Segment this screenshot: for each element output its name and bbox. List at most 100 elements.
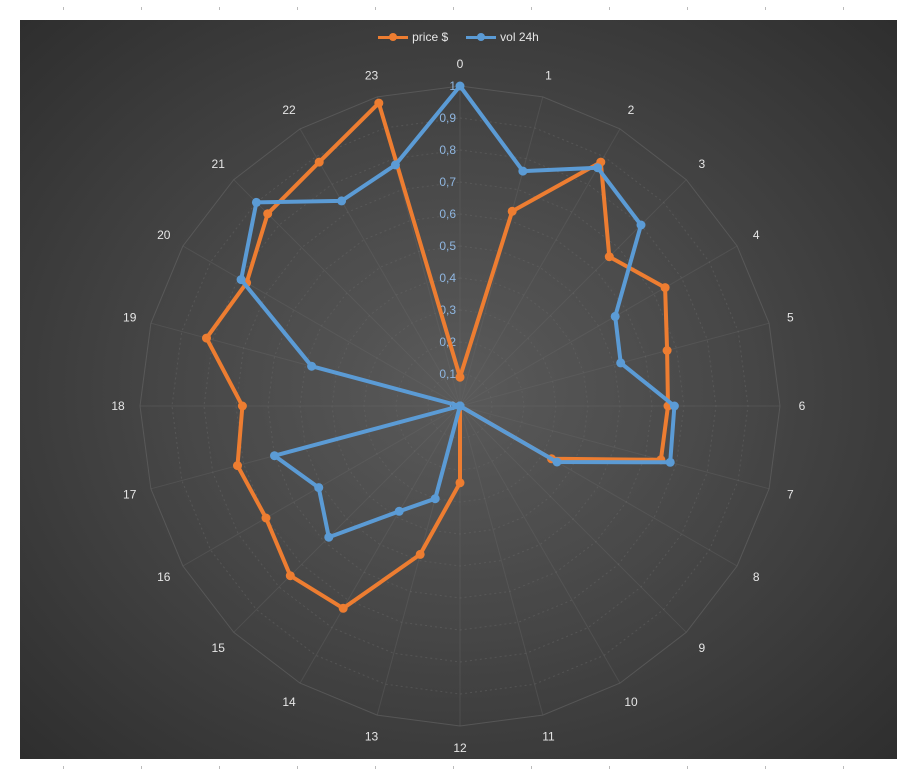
category-label: 3 <box>698 157 705 171</box>
grid-ring <box>299 245 621 567</box>
edge-tick <box>687 7 688 10</box>
grid-ring <box>331 277 589 535</box>
legend-label-vol: vol 24h <box>500 30 539 44</box>
radial-tick-label: 0,3 <box>439 303 456 317</box>
category-label: 21 <box>212 157 226 171</box>
data-point <box>636 220 646 230</box>
data-point <box>593 163 603 173</box>
edge-tick <box>609 766 610 769</box>
category-label: 15 <box>212 641 226 655</box>
category-label: 2 <box>628 103 635 117</box>
data-point <box>455 81 465 91</box>
category-label: 17 <box>123 488 137 502</box>
grid-ring <box>363 309 557 503</box>
data-point <box>415 549 425 559</box>
data-point <box>314 483 324 493</box>
edge-tick <box>375 7 376 10</box>
grid-spoke <box>459 128 621 407</box>
grid-spoke <box>459 405 544 716</box>
data-point <box>307 361 317 371</box>
data-point <box>660 283 670 293</box>
radial-tick-label: 0,7 <box>439 175 456 189</box>
data-point <box>507 206 517 216</box>
data-point <box>455 372 465 382</box>
category-label: 6 <box>799 399 806 413</box>
series-1 <box>236 81 679 542</box>
edge-tick <box>141 7 142 10</box>
category-label: 8 <box>753 570 760 584</box>
edge-tick <box>63 766 64 769</box>
category-label: 5 <box>787 311 794 325</box>
data-point <box>314 157 324 167</box>
data-point <box>390 160 400 170</box>
radial-tick-label: 0,5 <box>439 239 456 253</box>
edge-tick <box>453 766 454 769</box>
edge-tick <box>843 7 844 10</box>
category-label: 23 <box>365 69 379 83</box>
category-label: 20 <box>157 228 171 242</box>
category-label: 18 <box>111 399 125 413</box>
grid-spoke <box>299 405 461 684</box>
grid-ring <box>267 213 653 599</box>
edge-tick <box>141 766 142 769</box>
category-label: 9 <box>698 641 705 655</box>
category-label: 11 <box>542 729 555 743</box>
data-point <box>263 209 273 219</box>
data-point <box>337 196 347 206</box>
chart-legend: price $ vol 24h <box>20 30 897 44</box>
edge-tick <box>765 7 766 10</box>
category-label: 4 <box>753 228 760 242</box>
data-point <box>324 532 334 542</box>
grid-spoke <box>459 179 687 407</box>
grid-spoke <box>182 245 461 407</box>
grid-spoke <box>233 179 461 407</box>
data-point <box>662 346 672 355</box>
radial-tick-label: 0,4 <box>439 271 456 285</box>
radial-tick-label: 0,1 <box>439 367 456 381</box>
data-point <box>236 275 246 285</box>
grid-spoke <box>459 405 770 490</box>
edge-tick <box>531 7 532 10</box>
category-label: 13 <box>365 729 379 743</box>
category-label: 1 <box>545 69 552 83</box>
edge-tick <box>375 766 376 769</box>
data-point <box>616 358 626 368</box>
grid-ring <box>171 117 749 695</box>
data-point <box>610 311 620 321</box>
data-point <box>338 603 348 613</box>
category-label: 14 <box>282 695 296 709</box>
data-point <box>251 197 261 207</box>
data-point <box>237 401 247 411</box>
data-point <box>455 401 465 411</box>
edge-tick <box>765 766 766 769</box>
data-point <box>669 401 679 411</box>
data-point <box>285 571 295 581</box>
data-point <box>518 166 528 176</box>
radar-chart: 00,10,20,30,40,50,60,70,80,91 0123456789… <box>111 57 805 755</box>
legend-swatch-price <box>378 31 409 43</box>
edge-tick <box>609 7 610 10</box>
radial-tick-label: 0,6 <box>439 207 456 221</box>
grid-ring <box>139 85 781 727</box>
edge-tick <box>531 766 532 769</box>
grid-spoke <box>459 245 738 407</box>
edge-tick <box>297 7 298 10</box>
data-point <box>261 513 271 523</box>
category-label: 22 <box>282 103 296 117</box>
edge-tick <box>843 766 844 769</box>
data-point <box>604 252 614 262</box>
edge-tick <box>453 7 454 10</box>
legend-swatch-vol <box>466 31 497 43</box>
category-label: 0 <box>457 57 464 71</box>
data-point <box>552 457 562 467</box>
radial-tick-label: 1 <box>449 79 456 93</box>
grid-spoke <box>459 405 621 684</box>
radial-tick-label: 0,8 <box>439 143 456 157</box>
grid-ring <box>235 181 685 631</box>
grid-spoke <box>459 322 770 407</box>
category-label: 16 <box>157 570 171 584</box>
data-point <box>233 461 242 471</box>
legend-label-price: price $ <box>412 30 449 44</box>
